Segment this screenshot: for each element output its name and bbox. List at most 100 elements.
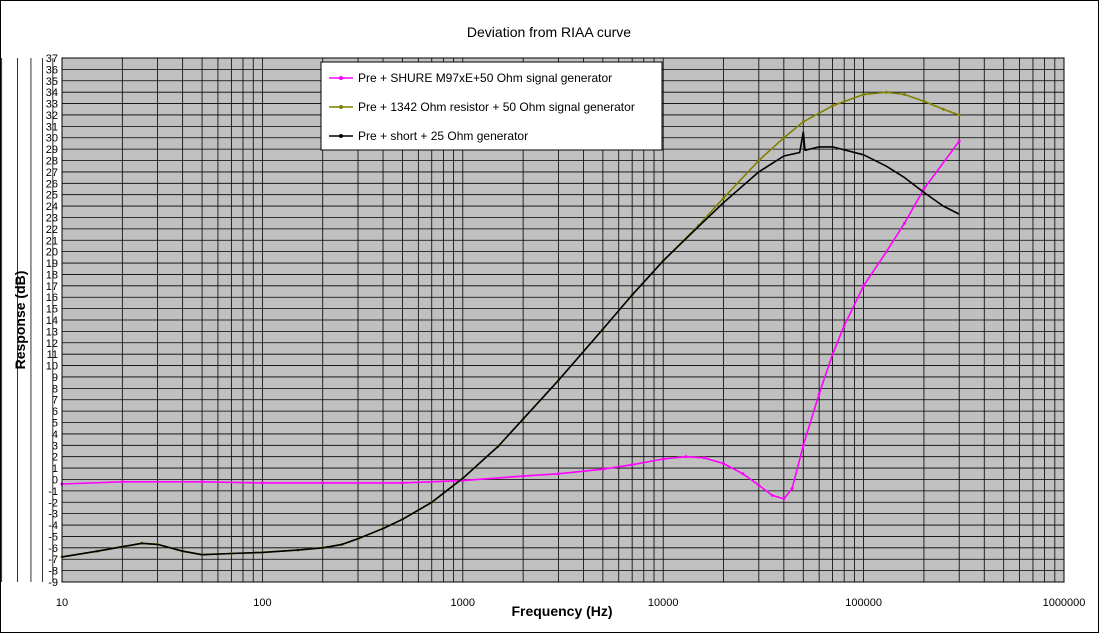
data-point (757, 159, 761, 162)
data-point (722, 462, 725, 465)
y-tick-label: 14 (46, 315, 58, 327)
y-tick-label: 16 (46, 292, 58, 304)
data-point (401, 481, 404, 485)
y-tick-label: 19 (46, 258, 58, 270)
data-point (817, 392, 821, 396)
data-point (661, 457, 665, 461)
y-tick-label: 35 (46, 76, 58, 88)
data-point (782, 497, 786, 501)
y-tick-label: 29 (46, 144, 58, 156)
y-tick-label: 33 (46, 99, 58, 111)
y-tick-label: 37 (46, 53, 58, 65)
data-point (120, 480, 124, 484)
x-tick-label: 1000 (451, 597, 475, 609)
y-tick-label: 31 (46, 121, 58, 133)
y-tick-label: 4 (52, 429, 58, 441)
y-tick-label: 23 (46, 212, 58, 224)
y-tick-label: 26 (46, 178, 58, 190)
y-tick-label: 22 (46, 224, 58, 236)
data-point (842, 324, 846, 328)
x-axis-label: Frequency (Hz) (511, 603, 612, 619)
data-point (260, 481, 264, 485)
data-point (722, 196, 725, 200)
data-point (957, 113, 961, 117)
y-tick-label: 5 (52, 418, 58, 430)
series-lines (60, 90, 961, 559)
data-point (770, 493, 774, 497)
y-tick-label: -9 (48, 577, 58, 589)
y-tick-label: 36 (46, 64, 58, 76)
data-point (862, 93, 866, 96)
data-point (790, 487, 794, 491)
y-tick-label: -5 (48, 531, 58, 543)
y-tick-label: -6 (48, 543, 58, 555)
grid-lines (1, 57, 1064, 583)
x-tick-labels: 10 100 1000 10000 100000 1000000 (56, 597, 1086, 609)
data-point (741, 472, 745, 476)
legend-box (320, 61, 663, 151)
data-point (957, 139, 961, 143)
y-tick-label: -1 (48, 486, 58, 498)
series-line-3 (61, 131, 960, 558)
data-point (801, 120, 805, 124)
y-tick-label: 13 (46, 326, 58, 338)
y-tick-label: 2 (52, 452, 58, 464)
y-tick-label: -4 (48, 520, 58, 532)
y-tick-label: 21 (46, 235, 58, 247)
y-tick-label: -8 (48, 566, 58, 578)
y-tick-label: 9 (52, 372, 58, 384)
y-tick-label: 17 (46, 281, 58, 293)
plot-border (61, 57, 1065, 583)
legend-entry: Pre + SHURE M97xE+50 Ohm signal generato… (358, 71, 612, 85)
data-point (321, 481, 325, 485)
y-tick-label: 11 (47, 349, 58, 361)
data-point (782, 136, 786, 140)
data-point (757, 483, 761, 487)
y-tick-label: 30 (46, 133, 58, 145)
data-point (903, 93, 906, 96)
data-point (556, 472, 560, 476)
data-point (601, 467, 605, 471)
y-tick-label: 15 (46, 304, 58, 316)
data-point (831, 104, 835, 108)
data-point (922, 99, 926, 103)
x-tick-label: 1000000 (1043, 597, 1086, 609)
y-tick-label: 18 (46, 269, 58, 281)
y-tick-label: 32 (46, 110, 58, 122)
chart-title: Deviation from RIAA curve (467, 24, 631, 40)
data-point (630, 463, 634, 467)
data-point (903, 221, 906, 225)
y-tick-labels: -9-8-7-6-5-4-3-2-10123456789101112131415… (46, 53, 58, 589)
x-tick-label: 100 (253, 597, 271, 609)
legend: Pre + SHURE M97xE+50 Ohm signal generato… (320, 61, 663, 151)
data-point (922, 187, 926, 191)
legend-marker (339, 105, 343, 109)
y-tick-label: 20 (46, 247, 58, 259)
y-tick-label: 28 (46, 156, 58, 168)
y-tick-label: 10 (46, 361, 58, 373)
y-tick-label: 8 (52, 383, 58, 395)
y-tick-label: 3 (52, 440, 58, 452)
data-point (521, 474, 525, 478)
legend-marker (339, 76, 343, 80)
y-tick-label: 24 (46, 201, 58, 213)
legend-entry: Pre + 1342 Ohm resistor + 50 Ohm signal … (358, 100, 635, 114)
y-tick-label: 0 (52, 474, 58, 486)
data-point (884, 250, 888, 254)
y-axis-label: Response (dB) (12, 271, 28, 370)
data-point (884, 90, 888, 94)
legend-marker (339, 134, 343, 138)
y-tick-label: 27 (46, 167, 58, 179)
y-tick-label: 7 (52, 395, 58, 407)
y-tick-label: -7 (48, 554, 58, 566)
data-point (200, 480, 204, 484)
data-point (941, 107, 945, 111)
x-tick-label: 10000 (648, 597, 679, 609)
data-point (862, 284, 866, 288)
y-tick-label: 1 (52, 463, 58, 475)
y-tick-label: 6 (52, 406, 58, 418)
legend-entry: Pre + short + 25 Ohm generator (358, 129, 528, 143)
x-tick-label: 10 (56, 597, 68, 609)
y-tick-label: -2 (48, 497, 58, 509)
